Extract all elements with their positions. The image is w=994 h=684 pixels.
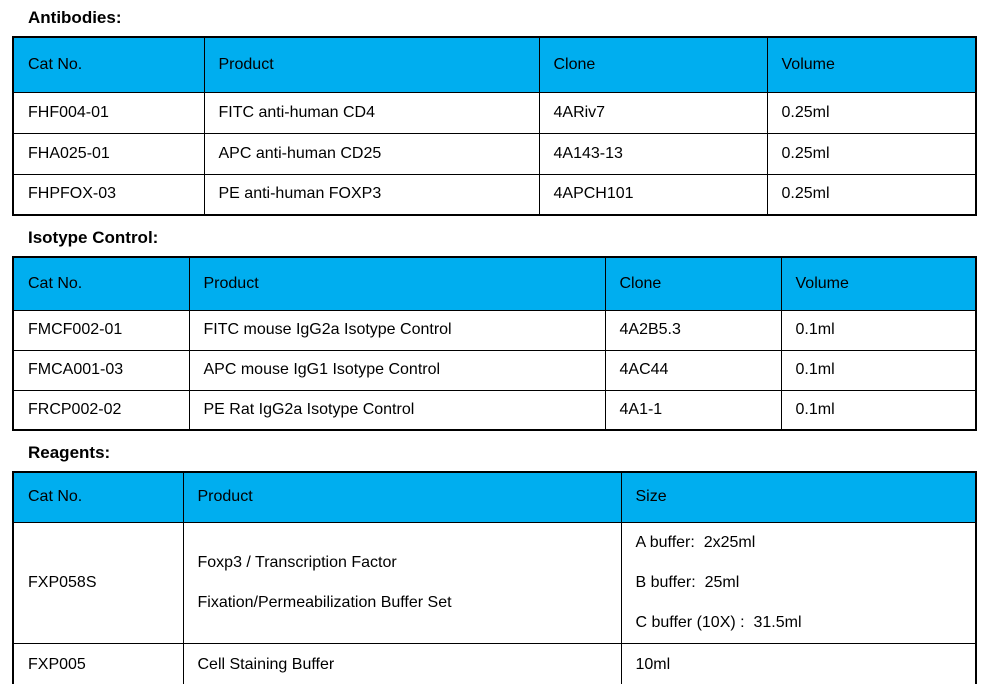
- cell-volume: 0.1ml: [780, 309, 977, 351]
- section-title-antibodies: Antibodies:: [28, 8, 122, 27]
- cell-clone: 4A1-1: [604, 389, 782, 431]
- cell-cat-no: FHA025-01: [12, 132, 205, 175]
- isotype-col-cat-no: Cat No.: [12, 256, 190, 311]
- reagents-col-size: Size: [620, 471, 977, 523]
- isotype-control-table: Cat No. Product Clone Volume FMCF002-01 …: [12, 256, 977, 431]
- cell-volume: 0.1ml: [780, 349, 977, 391]
- antibodies-col-clone: Clone: [538, 36, 768, 93]
- cell-product: Foxp3 / Transcription Factor Fixation/Per…: [182, 521, 622, 644]
- cell-size: 10ml: [620, 642, 977, 684]
- cell-clone: 4APCH101: [538, 173, 768, 216]
- cell-cat-no: FHPFOX-03: [12, 173, 205, 216]
- cell-product: APC mouse IgG1 Isotype Control: [188, 349, 606, 391]
- isotype-col-product: Product: [188, 256, 606, 311]
- antibodies-col-volume: Volume: [766, 36, 977, 93]
- cell-size: A buffer: 2x25ml B buffer: 25ml C buffer (…: [620, 521, 977, 644]
- cell-volume: 0.25ml: [766, 132, 977, 175]
- isotype-header-row: Cat No. Product Clone Volume: [12, 256, 977, 311]
- cell-clone: 4A2B5.3: [604, 309, 782, 351]
- table-row: FXP058S Foxp3 / Transcription Factor Fixa…: [12, 521, 977, 644]
- reagents-col-product: Product: [182, 471, 622, 523]
- table-row: FMCF002-01 FITC mouse IgG2a Isotype Cont…: [12, 309, 977, 351]
- cell-cat-no: FXP005: [12, 642, 184, 684]
- antibodies-col-cat-no: Cat No.: [12, 36, 205, 93]
- cell-volume: 0.25ml: [766, 173, 977, 216]
- table-row: FRCP002-02 PE Rat IgG2a Isotype Control …: [12, 389, 977, 431]
- table-row: FHPFOX-03 PE anti-human FOXP3 4APCH101 0…: [12, 173, 977, 216]
- cell-clone: 4A143-13: [538, 132, 768, 175]
- antibodies-header-row: Cat No. Product Clone Volume: [12, 36, 977, 93]
- section-title-reagents: Reagents:: [28, 443, 111, 462]
- table-row: FXP005 Cell Staining Buffer 10ml: [12, 642, 977, 684]
- isotype-col-clone: Clone: [604, 256, 782, 311]
- cell-cat-no: FHF004-01: [12, 91, 205, 134]
- antibodies-col-product: Product: [203, 36, 540, 93]
- cell-product: PE Rat IgG2a Isotype Control: [188, 389, 606, 431]
- cell-cat-no: FMCA001-03: [12, 349, 190, 391]
- cell-product: APC anti-human CD25: [203, 132, 540, 175]
- cell-clone: 4AC44: [604, 349, 782, 391]
- reagents-col-cat-no: Cat No.: [12, 471, 184, 523]
- cell-product: PE anti-human FOXP3: [203, 173, 540, 216]
- cell-cat-no: FXP058S: [12, 521, 184, 644]
- cell-product: FITC anti-human CD4: [203, 91, 540, 134]
- cell-cat-no: FRCP002-02: [12, 389, 190, 431]
- cell-volume: 0.25ml: [766, 91, 977, 134]
- cell-product: FITC mouse IgG2a Isotype Control: [188, 309, 606, 351]
- cell-clone: 4ARiv7: [538, 91, 768, 134]
- table-row: FHF004-01 FITC anti-human CD4 4ARiv7 0.2…: [12, 91, 977, 134]
- reagents-header-row: Cat No. Product Size: [12, 471, 977, 523]
- cell-product: Cell Staining Buffer: [182, 642, 622, 684]
- reagents-table: Cat No. Product Size FXP058S Foxp3 / Tra…: [12, 471, 977, 684]
- antibodies-table: Cat No. Product Clone Volume FHF004-01 F…: [12, 36, 977, 216]
- section-title-isotype-control: Isotype Control:: [28, 228, 159, 247]
- isotype-col-volume: Volume: [780, 256, 977, 311]
- table-row: FMCA001-03 APC mouse IgG1 Isotype Contro…: [12, 349, 977, 391]
- table-row: FHA025-01 APC anti-human CD25 4A143-13 0…: [12, 132, 977, 175]
- cell-cat-no: FMCF002-01: [12, 309, 190, 351]
- cell-volume: 0.1ml: [780, 389, 977, 431]
